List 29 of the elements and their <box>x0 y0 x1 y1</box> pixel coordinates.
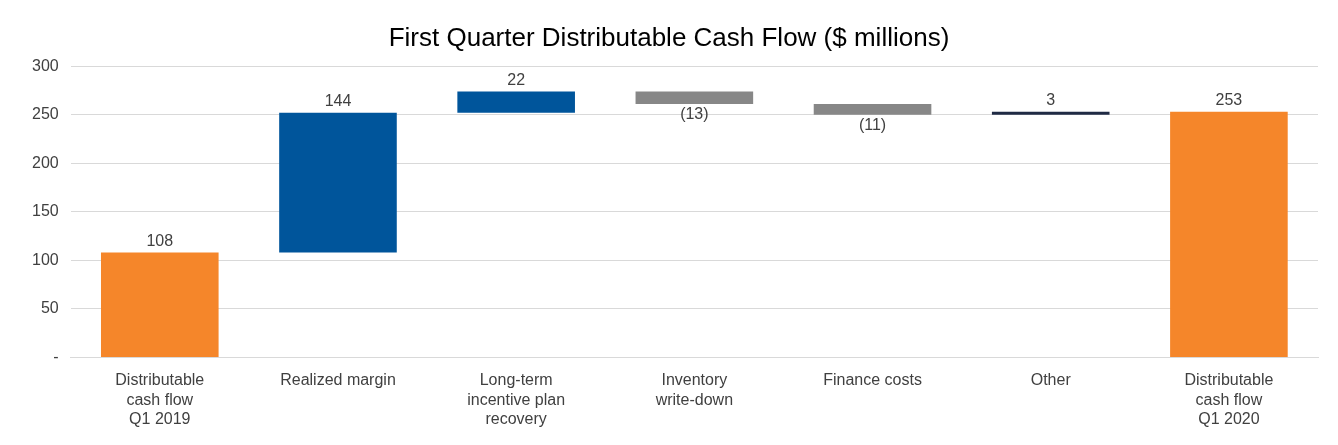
data-label: (13) <box>680 105 709 123</box>
bar <box>635 91 754 105</box>
x-tick-label: Realized margin <box>280 371 396 389</box>
chart-title: First Quarter Distributable Cash Flow ($ millions) <box>388 21 950 52</box>
y-tick-label: 300 <box>31 56 59 74</box>
data-label: 253 <box>1215 91 1243 109</box>
bar <box>279 112 397 253</box>
data-label: 144 <box>324 92 352 110</box>
data-label: 3 <box>1046 91 1056 109</box>
y-tick-label: 250 <box>31 105 59 123</box>
bar <box>991 111 1110 115</box>
bar <box>1170 111 1288 357</box>
x-tick-label: Other <box>1030 371 1072 389</box>
x-tick-label: Finance costs <box>823 371 922 389</box>
x-tick-label: Distributable cash flow Q1 2020 <box>1184 371 1274 427</box>
data-label: 22 <box>507 70 526 88</box>
bar <box>457 91 575 113</box>
x-tick-label: Long-term incentive plan recovery <box>467 371 566 427</box>
y-tick-label: 200 <box>31 153 59 171</box>
y-tick-label: 100 <box>31 250 59 268</box>
x-tick-label: Inventory write-down <box>654 371 734 408</box>
y-tick-label: 150 <box>31 202 59 220</box>
y-tick-label: 50 <box>40 299 59 317</box>
data-label: 108 <box>146 231 174 249</box>
bar <box>100 252 219 357</box>
data-label: (11) <box>858 116 887 134</box>
x-tick-label: Distributable cash flow Q1 2019 <box>115 371 205 427</box>
y-tick-label: - <box>53 347 59 365</box>
bar <box>813 104 932 115</box>
